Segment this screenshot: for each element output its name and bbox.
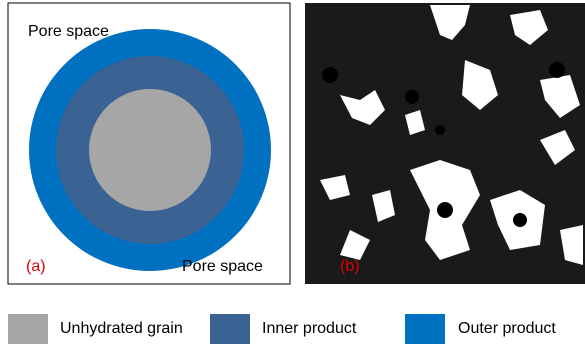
panel-label: (a) [26, 258, 46, 275]
page: {"panels": [ {"label": "(a)", "annotatio… [0, 0, 585, 344]
panel-label: (b) [340, 258, 360, 275]
legend-label: Outer product [458, 320, 556, 337]
legend-swatch [405, 314, 445, 344]
legend-label: Unhydrated grain [60, 320, 183, 337]
annotation: Pore space [182, 258, 263, 275]
figure: Pore space Pore space (a) (b) Unhydrated… [0, 0, 585, 344]
legend-label: Inner product [262, 320, 357, 337]
unhydrated-grain [89, 89, 211, 211]
legend-swatch [8, 314, 48, 344]
legend-swatch [210, 314, 250, 344]
annotation: Pore space [28, 23, 109, 40]
